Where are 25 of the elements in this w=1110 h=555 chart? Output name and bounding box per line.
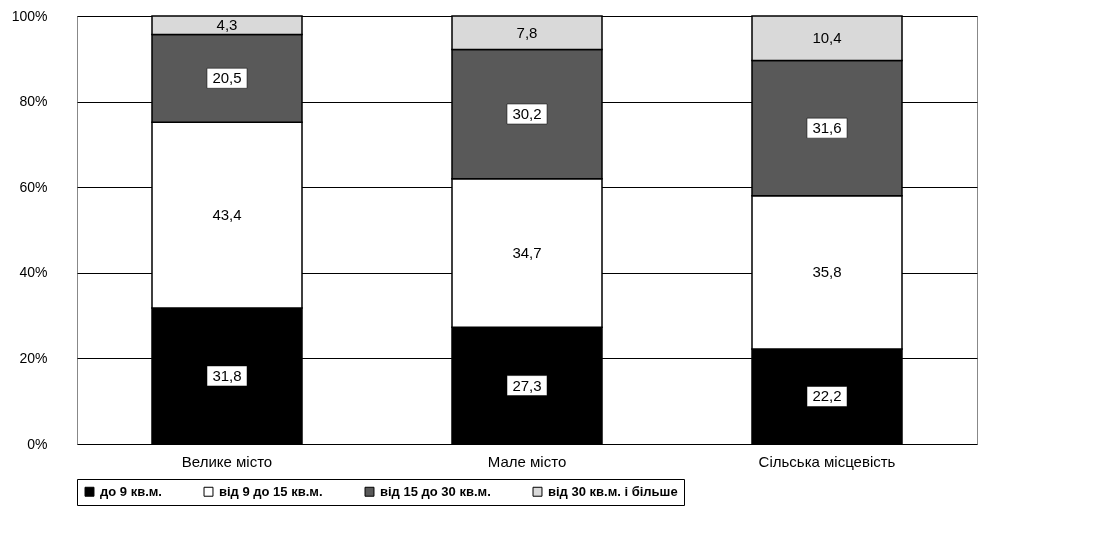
data-label: 43,4 bbox=[212, 206, 242, 224]
x-tick-label: Велике місто bbox=[181, 452, 273, 470]
x-tick-label: Сільська місцевість bbox=[758, 452, 896, 470]
data-label: 31,8 bbox=[212, 366, 242, 384]
y-tick-label: 20% bbox=[19, 349, 48, 366]
y-tick-label: 60% bbox=[19, 178, 48, 195]
y-tick-label: 40% bbox=[19, 264, 48, 281]
data-label: 4,3 bbox=[216, 16, 238, 34]
x-tick-label: Мале місто bbox=[487, 452, 567, 470]
data-label: 22,2 bbox=[812, 387, 842, 405]
legend-label: від 30 кв.м. і більше bbox=[548, 483, 678, 499]
y-tick-label: 80% bbox=[19, 93, 48, 110]
data-label: 10,4 bbox=[812, 29, 842, 47]
data-label: 20,5 bbox=[212, 69, 242, 87]
data-label: 31,6 bbox=[812, 119, 842, 137]
legend-label: від 9 до 15 кв.м. bbox=[219, 483, 323, 499]
legend-label: від 15 до 30 кв.м. bbox=[380, 483, 491, 499]
data-label: 7,8 bbox=[516, 23, 538, 41]
y-tick-label: 0% bbox=[27, 435, 48, 452]
y-tick-label: 100% bbox=[11, 7, 48, 24]
legend-label: до 9 кв.м. bbox=[100, 483, 162, 499]
data-label: 27,3 bbox=[512, 376, 542, 394]
data-label: 35,8 bbox=[812, 263, 842, 281]
data-label: 30,2 bbox=[512, 105, 542, 123]
data-label: 34,7 bbox=[512, 243, 542, 261]
